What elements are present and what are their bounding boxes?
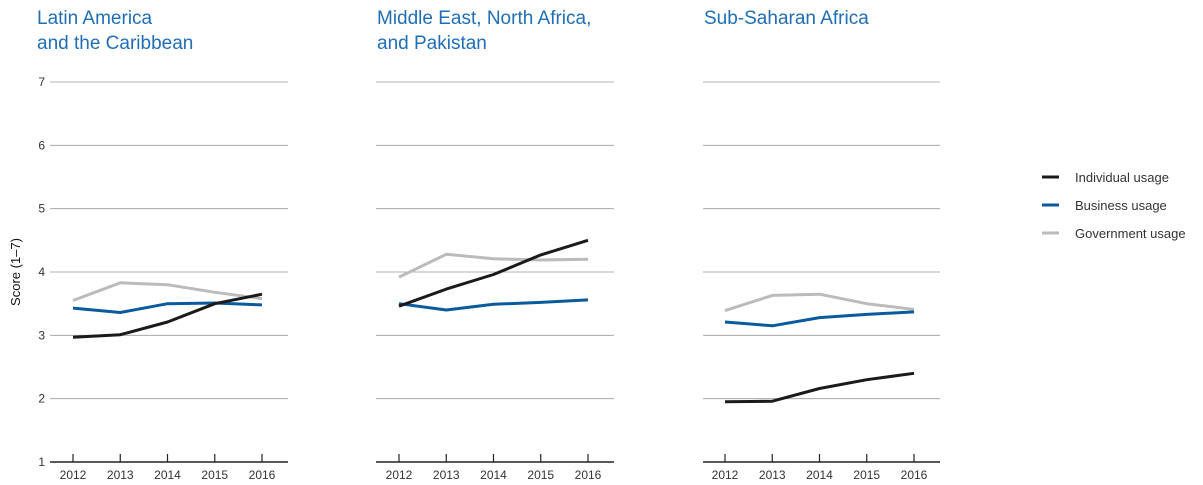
series-line-individual-usage: [724, 371, 915, 404]
x-tick-label: 2016: [901, 468, 928, 482]
x-tick-label: 2016: [249, 468, 276, 482]
chart-panel-2: Middle East, North Africa, and Pakistan 20…: [376, 8, 614, 482]
series-line-government-usage: [724, 292, 915, 313]
panel-title-line: and the Caribbean: [37, 33, 193, 54]
x-tick-label: 2014: [806, 468, 833, 482]
panel-title-line: and Pakistan: [377, 33, 487, 54]
panel-title-line: Middle East, North Africa,: [377, 8, 591, 29]
y-tick-label: 3: [38, 328, 45, 342]
y-tick-label: 4: [38, 265, 45, 279]
y-tick-label: 5: [38, 202, 45, 216]
x-tick-label: 2012: [386, 468, 413, 482]
series-line-business-usage: [72, 301, 263, 314]
x-tick-label: 2013: [759, 468, 786, 482]
legend-item-label: Business usage: [1075, 198, 1167, 213]
y-axis-label: Score (1–7): [8, 238, 23, 306]
series-line-individual-usage: [72, 292, 263, 339]
x-tick-label: 2013: [107, 468, 134, 482]
series-line-government-usage: [72, 281, 263, 302]
x-tick-label: 2014: [154, 468, 181, 482]
x-tick-label: 2016: [575, 468, 602, 482]
series-line-business-usage: [724, 310, 915, 328]
x-tick-label: 2012: [60, 468, 87, 482]
x-tick-label: 2014: [480, 468, 507, 482]
panel-title-line: Sub-Saharan Africa: [704, 8, 869, 29]
x-tick-label: 2015: [201, 468, 228, 482]
series-line-government-usage: [398, 252, 589, 279]
y-tick-label: 7: [38, 75, 45, 89]
chart-panel-1: Latin America and the Caribbean 2012 2013 20…: [8, 8, 288, 482]
legend-item-label: Government usage: [1075, 226, 1186, 241]
x-tick-label: 2012: [712, 468, 739, 482]
x-tick-label: 2013: [433, 468, 460, 482]
series-line-individual-usage: [398, 238, 589, 308]
y-tick-label: 6: [38, 138, 45, 152]
y-tick-label: 1: [38, 455, 45, 469]
panel-title-line: Latin America: [37, 8, 153, 29]
series-line-business-usage: [398, 298, 589, 312]
y-tick-label: 2: [38, 392, 45, 406]
x-tick-label: 2015: [527, 468, 554, 482]
chart-panel-3: Sub-Saharan Africa 2012 2013 2014 2015 2016: [703, 8, 940, 482]
x-tick-label: 2015: [853, 468, 880, 482]
legend-item-label: Individual usage: [1075, 170, 1169, 185]
legend: Individual usage Business usage Government…: [1042, 170, 1186, 241]
